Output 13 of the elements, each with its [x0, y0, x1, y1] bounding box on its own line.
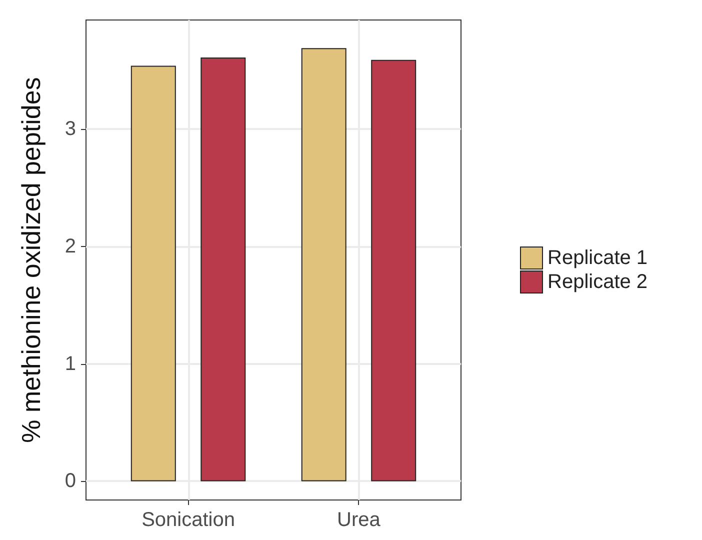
x-tick-label: Urea [337, 509, 382, 531]
y-tick-label: 0 [64, 470, 76, 492]
y-tick-label: 3 [64, 118, 76, 140]
y-tick-label: 2 [64, 236, 76, 258]
bar [301, 48, 346, 482]
y-tick-label: 1 [64, 352, 76, 375]
y-axis-title: % methionine oxidized peptides [16, 77, 46, 443]
bar [371, 60, 416, 482]
x-tick-label: Sonication [142, 509, 235, 531]
bar [200, 58, 246, 482]
legend-label: Replicate 2 [548, 271, 648, 293]
legend-label: Replicate 1 [548, 247, 648, 269]
bar [130, 66, 176, 482]
